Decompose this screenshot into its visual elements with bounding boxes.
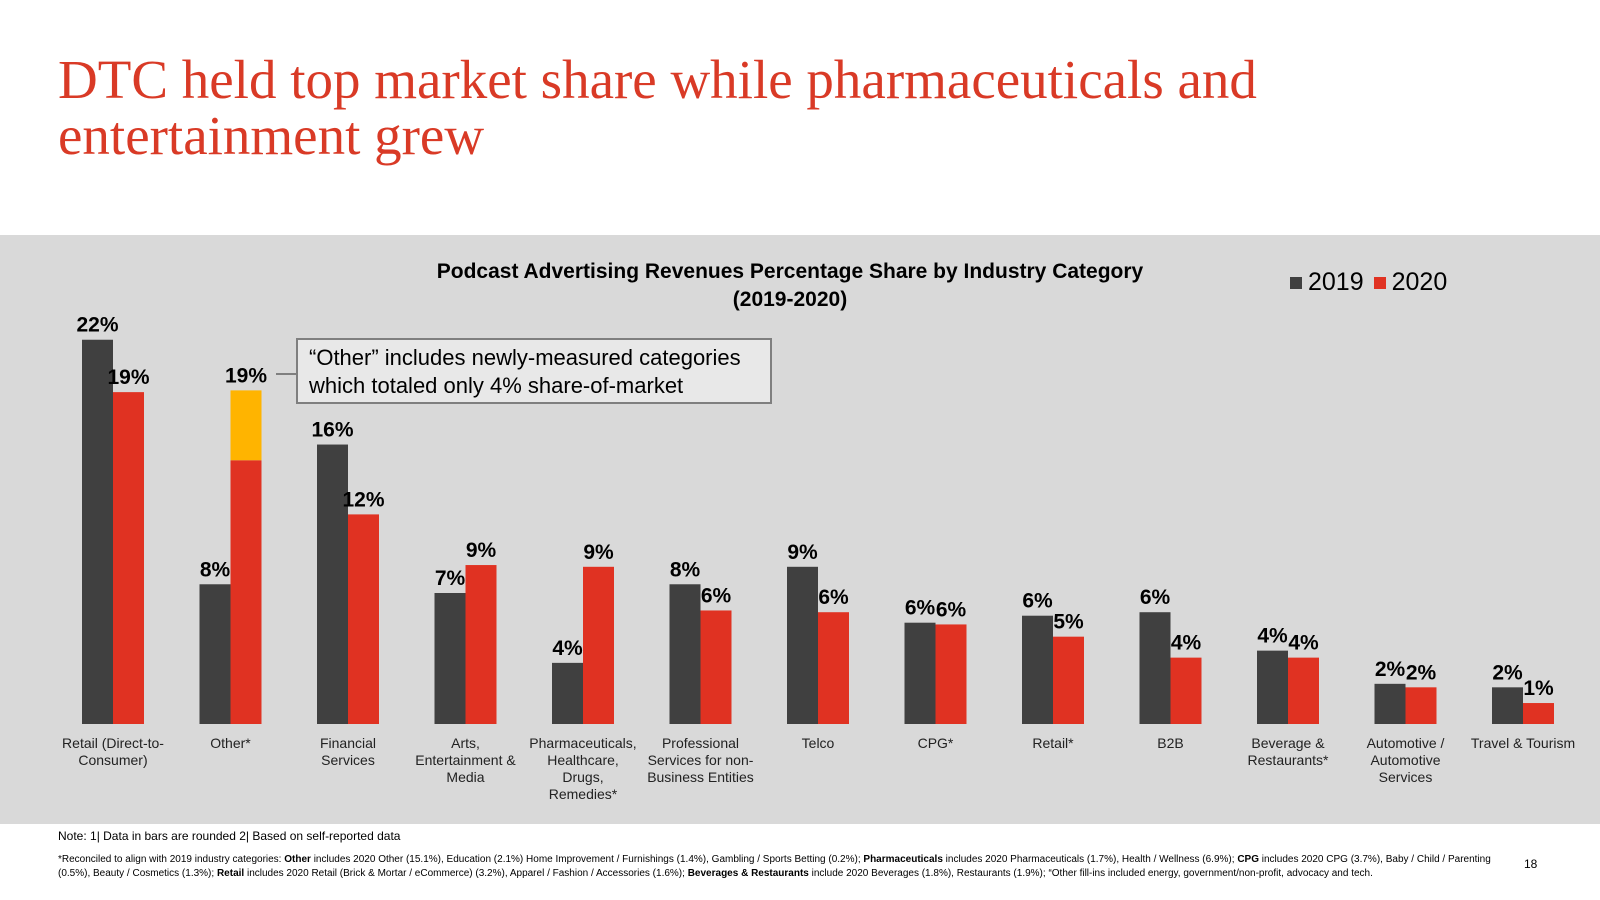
category-label-6: Telco xyxy=(802,735,835,751)
category-label-4: Pharmaceuticals, Healthcare, Drugs, Remedie… xyxy=(529,735,636,802)
bar-2019-11 xyxy=(1374,683,1406,724)
data-note: Note: 1| Data in bars are rounded 2| Bas… xyxy=(58,829,401,843)
data-label-2020-8: 5% xyxy=(1053,611,1084,634)
chart-legend: 2019 2020 xyxy=(1290,268,1447,297)
bar-2020-7 xyxy=(935,624,967,724)
data-label-2019-4: 4% xyxy=(552,637,583,660)
legend-item-2019: 2019 xyxy=(1290,268,1364,297)
footnote-retail-text: includes 2020 Retail (Brick & Mortar / e… xyxy=(244,868,688,879)
data-label-2019-7: 6% xyxy=(905,597,936,620)
footnote-bev-label: Beverages & Restaurants xyxy=(687,868,809,879)
data-label-2019-2: 16% xyxy=(311,419,353,442)
chart-title-line2: (2019-2020) xyxy=(732,288,848,311)
bar-2020-5 xyxy=(700,610,732,724)
category-label-11: Automotive / Automotive Services xyxy=(1367,735,1445,785)
category-label-12: Travel & Tourism xyxy=(1471,735,1575,751)
data-label-2020-0: 19% xyxy=(107,366,149,389)
slide-title: DTC held top market share while pharmace… xyxy=(58,49,1257,166)
footnote-cpg-text: includes 2020 CPG (3.7%), Baby / Child /… xyxy=(58,854,1491,879)
data-label-2020-1: 19% xyxy=(225,364,267,387)
footnote-pharma-text: includes 2020 Pharmaceuticals (1.7%), He… xyxy=(942,854,1238,865)
data-label-2019-12: 2% xyxy=(1492,661,1523,684)
footnote-cpg-label: CPG xyxy=(1237,854,1259,865)
category-label-8: Retail* xyxy=(1032,735,1074,751)
data-label-2019-5: 8% xyxy=(670,558,701,581)
footnote-bev-text: include 2020 Beverages (1.8%), Restauran… xyxy=(808,868,1373,879)
data-label-2019-0: 22% xyxy=(76,314,118,337)
bar-2019-0 xyxy=(82,339,113,724)
bar-2020-0 xyxy=(113,392,144,724)
data-label-2019-9: 6% xyxy=(1140,586,1171,609)
bar-2019-10 xyxy=(1257,650,1288,724)
footnote: *Reconciled to align with 2019 industry … xyxy=(58,853,1513,881)
category-label-0: Retail (Direct-to-Consumer) xyxy=(62,735,164,768)
bar-2020-1 xyxy=(230,460,262,724)
bar-2020-12 xyxy=(1523,703,1554,724)
bar-2020-8 xyxy=(1053,636,1084,724)
bar-2020-10 xyxy=(1288,657,1319,724)
bar-2020-2 xyxy=(348,514,379,724)
chart-panel xyxy=(0,235,1600,824)
category-label-10: Beverage & Restaurants* xyxy=(1248,735,1329,768)
data-label-2020-9: 4% xyxy=(1171,632,1202,655)
bar-2019-8 xyxy=(1022,615,1053,724)
callout-line-2: which totaled only 4% share-of-market xyxy=(309,373,684,398)
legend-item-2020: 2020 xyxy=(1373,268,1448,297)
bar-2020-11 xyxy=(1405,687,1437,724)
category-label-7: CPG* xyxy=(918,735,954,751)
chart-title-line1: Podcast Advertising Revenues Percentage … xyxy=(436,260,1144,283)
footnote-other-text: includes 2020 Other (15.1%), Education (… xyxy=(310,854,864,865)
category-label-5: Professional Services for non-Business En… xyxy=(647,735,754,785)
callout-leader-line xyxy=(276,373,296,375)
footnote-other-label: Other xyxy=(284,854,311,865)
legend-swatch-2020 xyxy=(1373,276,1386,289)
data-label-2020-7: 6% xyxy=(936,598,967,621)
footnote-retail-label: Retail xyxy=(216,868,245,879)
bar-2019-12 xyxy=(1492,687,1523,724)
bar-2020-4 xyxy=(583,566,614,724)
data-label-2020-10: 4% xyxy=(1288,632,1319,655)
data-label-2020-11: 2% xyxy=(1406,661,1437,684)
bar-2019-6 xyxy=(787,566,818,724)
footnote-intro: *Reconciled to align with 2019 industry … xyxy=(58,854,285,865)
bar-2019-9 xyxy=(1139,612,1171,724)
bar-2019-1 xyxy=(199,584,231,724)
legend-label-2020: 2020 xyxy=(1391,268,1448,296)
data-label-2019-6: 9% xyxy=(787,541,818,564)
footnote-pharma-label: Pharmaceuticals xyxy=(863,854,943,865)
category-label-3: Arts, Entertainment & Media xyxy=(415,735,516,785)
callout-line-1: “Other” includes newly-measured categori… xyxy=(309,345,741,370)
data-label-2019-11: 2% xyxy=(1375,658,1406,681)
chart-title: Podcast Advertising Revenues Percentage … xyxy=(330,258,1250,314)
data-label-2019-8: 6% xyxy=(1022,590,1053,613)
data-label-2019-1: 8% xyxy=(200,558,231,581)
data-label-2019-10: 4% xyxy=(1257,625,1288,648)
data-label-2020-5: 6% xyxy=(701,584,732,607)
data-label-2020-4: 9% xyxy=(583,541,614,564)
bar-2020-6 xyxy=(818,612,849,724)
data-label-2020-6: 6% xyxy=(818,586,849,609)
page-number: 18 xyxy=(1524,857,1538,871)
bar-2019-4 xyxy=(552,662,583,724)
legend-swatch-2019 xyxy=(1290,276,1302,289)
category-label-1: Other* xyxy=(210,735,251,751)
bar-2019-3 xyxy=(434,593,466,724)
category-label-9: B2B xyxy=(1157,735,1183,751)
data-label-2019-3: 7% xyxy=(435,567,466,590)
bar-2019-7 xyxy=(904,622,936,724)
data-label-2020-12: 1% xyxy=(1523,677,1554,700)
bar-2020-3 xyxy=(465,565,497,724)
data-label-2020-2: 12% xyxy=(342,488,384,511)
other-callout-box: “Other” includes newly-measured categori… xyxy=(296,338,772,404)
data-label-2020-3: 9% xyxy=(466,539,497,562)
bar-2020-newly-measured-segment xyxy=(230,390,262,461)
category-label-2: Financial Services xyxy=(320,735,376,768)
bar-2019-2 xyxy=(317,444,348,724)
bar-2019-5 xyxy=(669,584,701,724)
bar-2020-9 xyxy=(1170,657,1202,724)
legend-label-2019: 2019 xyxy=(1308,268,1364,296)
